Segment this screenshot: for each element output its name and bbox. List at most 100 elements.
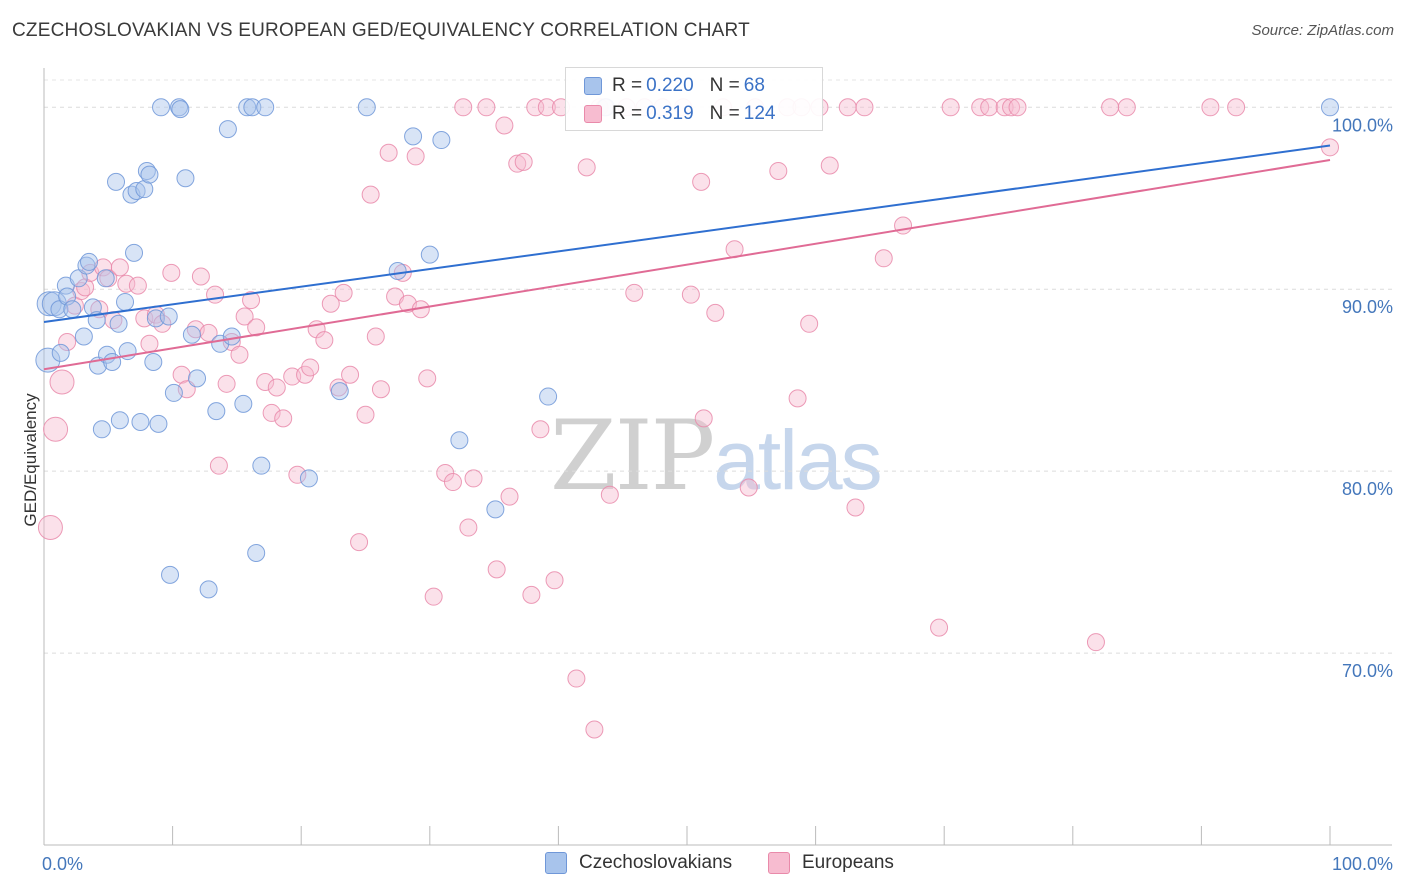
point-european <box>537 98 556 117</box>
point-european <box>315 331 334 350</box>
point-czechoslovakian <box>63 300 82 319</box>
point-european <box>424 587 443 606</box>
point-european <box>1086 633 1105 652</box>
point-european <box>1008 98 1027 117</box>
point-european <box>274 409 293 428</box>
trend-lines <box>43 144 1331 371</box>
point-european <box>995 98 1014 117</box>
point-european <box>361 185 380 204</box>
y-tick-label: 70.0% <box>1342 661 1393 681</box>
watermark-zip: ZIP <box>550 400 715 512</box>
point-european <box>694 409 713 428</box>
point-czechoslovakian <box>135 180 154 199</box>
legend-row-europeans: R = 0.319 N = 124 <box>584 101 775 127</box>
point-european <box>191 267 210 286</box>
point-european <box>625 283 644 302</box>
point-european <box>600 485 619 504</box>
point-european <box>321 294 340 313</box>
point-european <box>230 345 249 364</box>
point-czechoslovakian <box>330 382 349 401</box>
legend-row-czechoslovakians: R = 0.220 N = 68 <box>584 73 765 99</box>
point-european <box>288 465 307 484</box>
point-european <box>217 374 236 393</box>
r-value: 0.319 <box>646 103 694 124</box>
point-czechoslovakian <box>486 500 505 519</box>
point-european <box>531 420 550 439</box>
point-european <box>585 720 604 739</box>
r-label: R = <box>612 75 643 96</box>
point-european <box>706 303 725 322</box>
chart-title: CZECHOSLOVAKIAN VS EUROPEAN GED/EQUIVALE… <box>12 20 750 41</box>
point-european <box>487 560 506 579</box>
x-tick-label: 100.0% <box>1332 854 1393 874</box>
point-european <box>464 469 483 488</box>
point-european <box>1101 98 1120 117</box>
legend-label: Czechoslovakians <box>579 852 733 873</box>
watermark: ZIPatlas <box>550 400 883 512</box>
point-european <box>256 373 275 391</box>
legend-item-czechoslovakians[interactable]: Czechoslovakians <box>545 852 732 874</box>
point-european <box>820 156 839 175</box>
point-czechoslovakian <box>199 580 218 599</box>
point-european <box>567 669 586 688</box>
point-european <box>371 380 390 399</box>
point-czechoslovakian <box>222 327 241 346</box>
point-european <box>769 161 788 180</box>
point-czechoslovakian <box>388 262 407 281</box>
n-label: N = <box>709 75 740 96</box>
point-european <box>206 285 225 304</box>
point-czechoslovakian <box>207 402 226 421</box>
point-czechoslovakian <box>243 98 262 117</box>
stats-legend: R = 0.220 N = 68 R = 0.319 N = 124 <box>565 67 823 131</box>
x-tick-label: 0.0% <box>42 854 83 874</box>
legend-label: Europeans <box>802 852 894 873</box>
point-european <box>209 456 228 475</box>
point-czechoslovakian <box>218 120 237 139</box>
point-czechoslovakian <box>432 131 451 150</box>
point-european <box>508 154 527 173</box>
point-czechoslovakian <box>234 394 253 413</box>
point-european <box>235 307 254 326</box>
point-czechoslovakian <box>35 347 61 373</box>
point-european <box>681 285 700 304</box>
point-european <box>43 416 69 442</box>
point-european <box>334 283 353 302</box>
point-european <box>477 98 496 117</box>
series-legend: Czechoslovakians Europeans <box>0 852 1406 878</box>
point-european <box>242 291 261 310</box>
point-czechoslovakian <box>107 172 126 191</box>
y-tick-label: 80.0% <box>1342 479 1393 499</box>
point-european <box>1002 98 1021 117</box>
point-czechoslovakian <box>96 269 115 288</box>
point-european <box>545 571 564 590</box>
point-czechoslovakian <box>36 291 62 317</box>
point-european <box>436 463 455 482</box>
point-czechoslovakian <box>252 456 271 475</box>
point-czechoslovakian <box>176 169 195 188</box>
point-european <box>49 369 75 395</box>
point-european <box>838 98 857 117</box>
n-label: N = <box>709 103 740 124</box>
point-european <box>495 116 514 135</box>
point-czechoslovakian <box>171 100 190 119</box>
legend-swatch-pink <box>768 852 790 874</box>
point-european <box>366 327 385 346</box>
point-czechoslovakian <box>125 243 144 262</box>
point-european <box>162 263 181 282</box>
point-czechoslovakian <box>238 98 257 117</box>
point-czechoslovakian <box>51 343 70 362</box>
y-tick-label: 90.0% <box>1342 297 1393 317</box>
n-value: 124 <box>743 103 776 124</box>
legend-swatch-blue <box>584 77 602 95</box>
legend-item-europeans[interactable]: Europeans <box>768 852 894 874</box>
point-european <box>262 403 281 422</box>
point-czechoslovakian <box>299 469 318 488</box>
point-european <box>500 487 519 506</box>
point-czechoslovakian <box>159 307 178 326</box>
gridlines <box>44 79 1392 654</box>
y-axis-label: GED/Equivalency <box>21 393 40 527</box>
point-european <box>894 216 913 235</box>
point-european <box>522 585 541 604</box>
point-czechoslovakian <box>420 245 439 264</box>
